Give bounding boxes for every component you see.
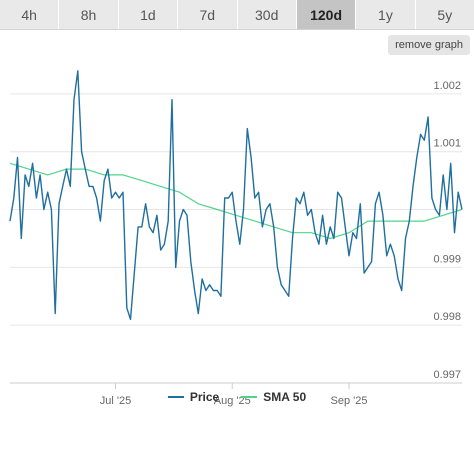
range-button-30d[interactable]: 30d [238, 0, 297, 29]
legend-item-sma-50[interactable]: SMA 50 [241, 390, 306, 404]
legend-label: SMA 50 [263, 390, 307, 404]
time-range-selector: 4h 8h 1d 7d 30d 120d 1y 5y [0, 0, 474, 30]
y-tick-label: 0.998 [433, 311, 461, 323]
range-button-8h[interactable]: 8h [59, 0, 119, 29]
legend-swatch [241, 396, 258, 398]
range-button-4h[interactable]: 4h [0, 0, 60, 29]
range-button-5y[interactable]: 5y [437, 6, 453, 23]
series-line-sma-50 [9, 162, 463, 240]
remove-graph-button[interactable]: remove graph [388, 35, 470, 55]
range-button-7d[interactable]: 7d [178, 0, 238, 29]
range-button-1d[interactable]: 1d [119, 0, 179, 29]
chart-legend: Price SMA 50 [0, 390, 474, 404]
y-tick-label: 0.999 [433, 253, 461, 265]
legend-swatch [167, 396, 184, 398]
y-tick-label: 0.997 [433, 369, 461, 381]
legend-item-price[interactable]: Price [167, 390, 220, 404]
y-tick-label: 1.002 [433, 80, 461, 92]
y-tick-label: 1.001 [433, 138, 461, 150]
x-tick-label: Jul '25 [100, 395, 131, 407]
range-button-120d[interactable]: 120d [296, 0, 357, 29]
range-button-1y[interactable]: 1y [356, 0, 416, 29]
legend-label: Price [189, 390, 220, 404]
x-tick-label: Aug '25 [214, 395, 251, 407]
x-tick-label: Sep '25 [331, 395, 368, 407]
series-line-price [9, 70, 463, 321]
